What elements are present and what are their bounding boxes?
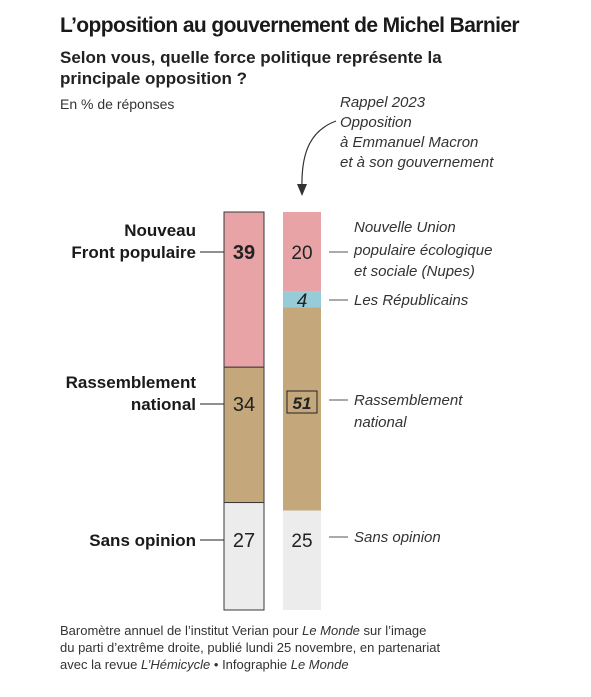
recall-line: et à son gouvernement: [340, 154, 494, 171]
data-label: 51: [293, 394, 312, 413]
chart-title: L’opposition au gouvernement de Michel B…: [60, 14, 520, 37]
category-label: national: [354, 414, 407, 431]
arrow-head-icon: [297, 184, 307, 196]
category-label: Rassemblement: [354, 392, 463, 409]
chart-subtitle: Selon vous, quelle force politique repré…: [60, 48, 442, 88]
bar-segment: [223, 502, 265, 611]
source-text: avec la revue: [60, 657, 141, 672]
unit-label: En % de réponses: [60, 96, 175, 112]
source-note: Baromètre annuel de l’institut Verian po…: [60, 622, 540, 673]
data-label: 20: [291, 243, 312, 264]
category-label: Sans opinion: [89, 531, 196, 550]
bar-segment: [283, 212, 321, 292]
data-label: 4: [297, 291, 308, 312]
source-publication: Le Monde: [290, 657, 349, 672]
recall-line: à Emmanuel Macron: [340, 134, 479, 151]
source-text: sur l’image: [359, 623, 427, 638]
bar-segment: [283, 307, 321, 511]
bar-segment: [223, 211, 265, 368]
bar-segment: [223, 366, 265, 504]
category-label: Front populaire: [71, 243, 196, 262]
category-label: Nouvelle Union: [354, 219, 456, 236]
bar-segment: [283, 291, 321, 308]
recall-line: Rappel 2023: [340, 94, 426, 111]
recall-2023-caption: Rappel 2023 Opposition à Emmanuel Macron…: [340, 93, 560, 173]
data-label: 27: [233, 530, 255, 552]
category-label: Les Républicains: [354, 292, 469, 309]
data-label: 39: [233, 242, 255, 264]
source-text: • Infographie: [210, 657, 291, 672]
highlight-box: [286, 390, 318, 414]
source-text: Baromètre annuel de l’institut Verian po…: [60, 623, 303, 638]
category-label: et sociale (Nupes): [354, 263, 475, 280]
data-label: 25: [291, 531, 312, 552]
category-label: Nouveau: [124, 221, 196, 240]
bar-segment: [283, 510, 321, 610]
source-publication: L’Hémicycle: [140, 657, 211, 672]
category-label: Sans opinion: [354, 529, 441, 546]
category-label: populaire écologique: [353, 242, 492, 259]
pointer-arrow: [301, 120, 337, 189]
category-label: national: [131, 395, 196, 414]
source-publication: Le Monde: [302, 623, 360, 638]
category-label: Rassemblement: [66, 373, 197, 392]
data-label: 34: [233, 394, 255, 416]
recall-line: Opposition: [340, 114, 412, 131]
source-text: du parti d’extrême droite, publié lundi …: [60, 640, 441, 655]
